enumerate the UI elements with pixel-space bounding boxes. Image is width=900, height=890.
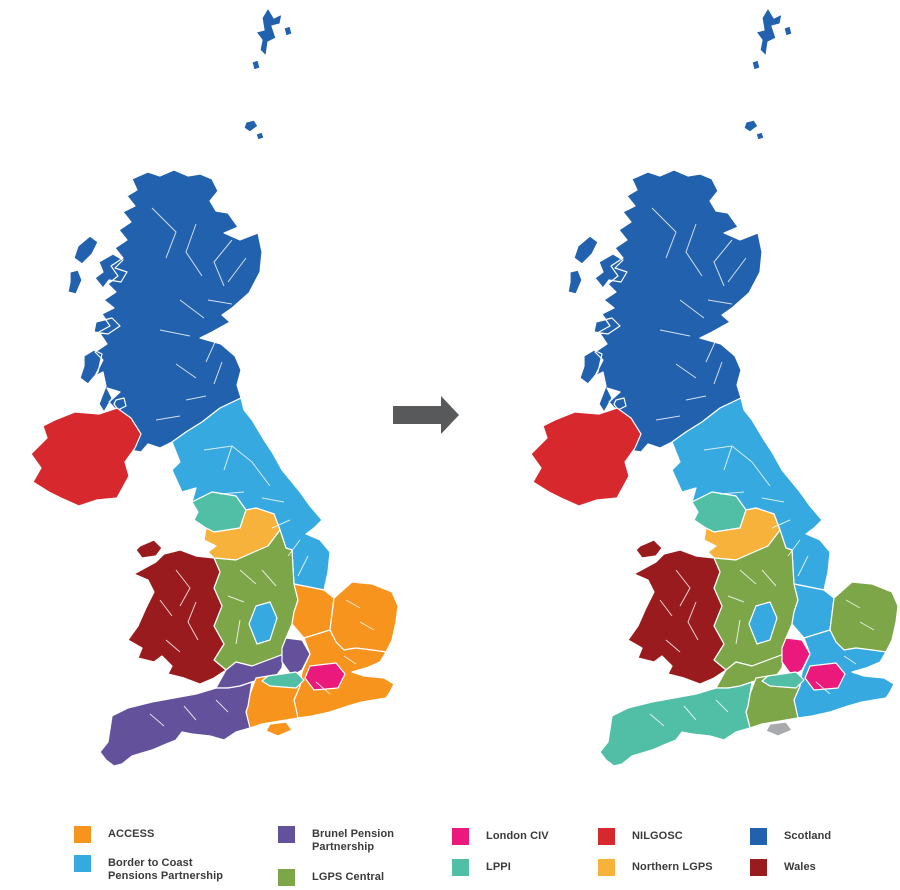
brunel-color-swatch [278, 826, 295, 843]
region-east-anglia [329, 581, 399, 653]
lppi-color-swatch [452, 859, 469, 876]
legend-item-access: ACCESS [74, 826, 154, 843]
legend-item-lppi: LPPI [452, 859, 511, 876]
lgps-central-color-swatch [278, 869, 295, 886]
map-after [530, 7, 899, 767]
region-wales [627, 539, 727, 685]
region-south-west [99, 681, 253, 767]
legend-item-wales: Wales [750, 859, 816, 876]
region-berkshire [761, 671, 805, 689]
transition-arrow-icon [393, 396, 459, 434]
legend-item-brunel: Brunel Pension Partnership [278, 826, 394, 854]
legend-label: Wales [784, 861, 816, 873]
county-boundary-lines [649, 207, 875, 727]
legend-label: ACCESS [108, 828, 155, 840]
region-berkshire [261, 671, 305, 689]
legend-label: Scotland [784, 830, 832, 842]
legend-item-london-civ: London CIV [452, 828, 549, 845]
region-northern-ireland [30, 407, 142, 507]
region-lancashire [191, 491, 247, 533]
legend-label: LGPS Central [312, 871, 385, 883]
county-boundary-lines [149, 207, 375, 727]
region-northants-cambs [291, 583, 335, 639]
region-isle-of-wight [265, 721, 293, 737]
legend-label: Northern LGPS [632, 861, 713, 873]
map-before [30, 7, 399, 767]
region-bedfordshire-patch [248, 601, 278, 645]
london-civ-color-swatch [452, 828, 469, 845]
region-east-anglia [829, 581, 899, 653]
region-south-west [599, 681, 753, 767]
legend-item-border-to-coast: Border to Coast Pensions Partnership [74, 855, 223, 883]
legend-label: Border to Coast Pensions Partnership [108, 857, 224, 882]
legend-label: London CIV [486, 830, 549, 842]
region-isle-of-wight [765, 721, 793, 737]
legend-label: LPPI [486, 861, 511, 873]
legend-item-lgps-central: LGPS Central [278, 869, 384, 886]
region-lancashire [691, 491, 747, 533]
legend-item-scotland: Scotland [750, 828, 831, 845]
region-scotland [567, 7, 793, 460]
northern-lgps-color-swatch [598, 859, 615, 876]
wales-color-swatch [750, 859, 767, 876]
legend-item-nilgosc: NILGOSC [598, 828, 683, 845]
region-northern-ireland [530, 407, 642, 507]
legend-label: NILGOSC [632, 830, 683, 842]
legend-item-northern-lgps: Northern LGPS [598, 859, 713, 876]
border-to-coast-color-swatch [74, 855, 91, 872]
access-color-swatch [74, 826, 91, 843]
region-london [304, 662, 346, 691]
legend-label: Brunel Pension Partnership [312, 828, 395, 853]
region-bedfordshire-patch [748, 601, 778, 645]
region-northants-cambs [791, 583, 835, 639]
region-london [804, 662, 846, 691]
region-wales [127, 539, 227, 685]
scotland-color-swatch [750, 828, 767, 845]
nilgosc-color-swatch [598, 828, 615, 845]
region-scotland [67, 7, 293, 460]
